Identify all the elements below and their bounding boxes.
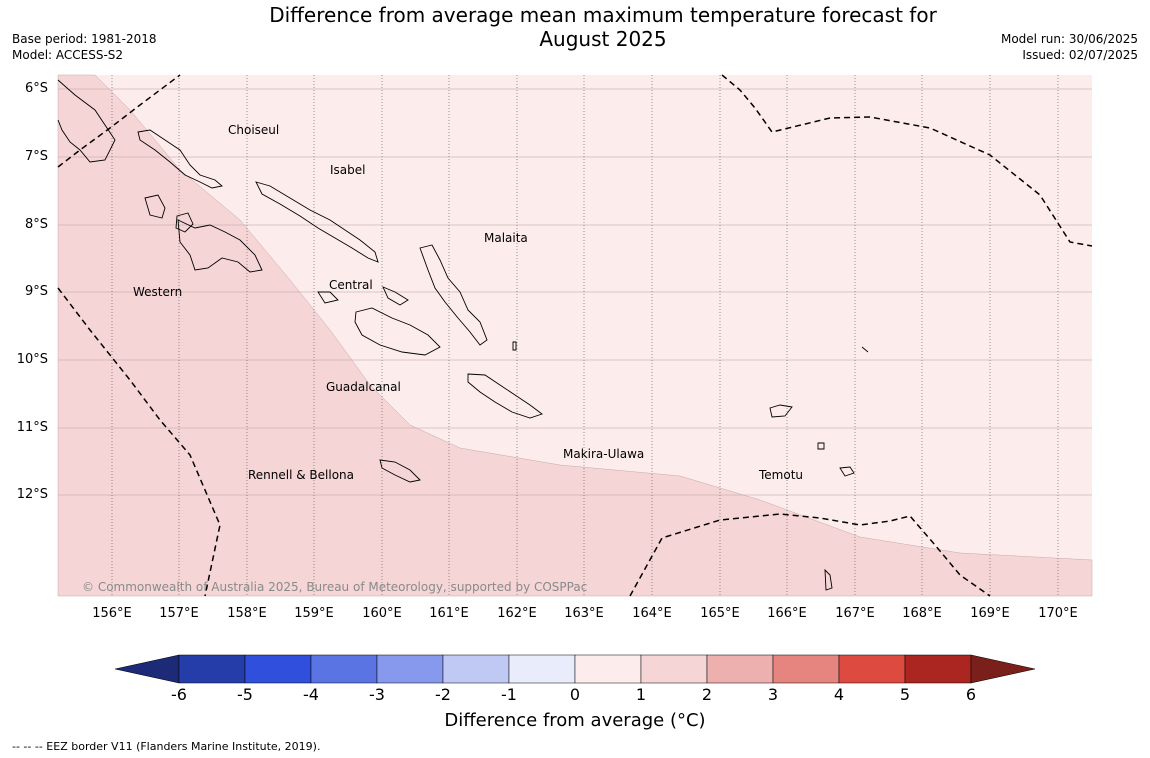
colorbar-tick: 0 — [569, 685, 581, 704]
anomaly-1-2-area — [57, 74, 1093, 597]
colorbar-tick: -1 — [501, 685, 517, 704]
region-label-makira-ulawa: Makira-Ulawa — [563, 447, 645, 461]
region-label-isabel: Isabel — [330, 163, 366, 177]
lon-label-158e: 158°E — [227, 606, 267, 621]
region-label-choiseul: Choiseul — [228, 123, 280, 137]
meta-right: Model run: 30/06/2025 Issued: 02/07/2025 — [1001, 31, 1138, 63]
lon-label-162e: 162°E — [497, 606, 537, 621]
lon-label-168e: 168°E — [902, 606, 942, 621]
title-line-2: August 2025 — [539, 27, 667, 51]
small-island-1 — [839, 466, 855, 477]
small-island-3 — [824, 568, 833, 591]
colorbar-tick: 6 — [965, 685, 977, 704]
lon-label-166e: 166°E — [767, 606, 807, 621]
chart-title: Difference from average mean maximum tem… — [240, 3, 966, 51]
colorbar-tick: -4 — [303, 685, 319, 704]
eez-note: -- -- -- EEZ border V11 (Flanders Marine… — [12, 740, 321, 753]
lon-label-161e: 161°E — [429, 606, 469, 621]
lat-label-6s: 6°S — [24, 81, 48, 96]
colorbar — [114, 654, 1036, 684]
colorbar-segment — [508, 654, 576, 684]
small-island-4 — [512, 341, 517, 351]
new-georgia-outline — [177, 219, 263, 273]
colorbar-segment — [442, 654, 510, 684]
kolombangara-outline — [175, 212, 194, 233]
colorbar-segment — [706, 654, 774, 684]
isabel-outline — [255, 181, 379, 263]
colorbar-tick: -2 — [435, 685, 451, 704]
lat-label-7s: 7°S — [24, 149, 48, 164]
colorbar-tick: -6 — [171, 685, 187, 704]
rennell-outline — [379, 459, 421, 483]
region-label-temotu: Temotu — [759, 468, 804, 482]
lon-label-159e: 159°E — [294, 606, 334, 621]
lat-label-12s: 12°S — [16, 487, 48, 502]
region-label-central: Central — [329, 278, 373, 292]
makira-outline — [467, 373, 543, 419]
colorbar-tick: 2 — [701, 685, 713, 704]
colorbar-segment — [904, 654, 972, 684]
florida-outline — [317, 291, 339, 304]
vella-outline — [144, 194, 166, 219]
lon-label-157e: 157°E — [159, 606, 199, 621]
colorbar-segment — [640, 654, 708, 684]
colorbar-segment — [376, 654, 444, 684]
lat-label-9s: 9°S — [24, 284, 48, 299]
colorbar-segment — [574, 654, 642, 684]
lon-label-170e: 170°E — [1038, 606, 1078, 621]
region-label-malaita: Malaita — [484, 231, 528, 245]
colorbar-tick: -3 — [369, 685, 385, 704]
bougainville-outline — [57, 79, 116, 163]
colorbar-tick: 3 — [767, 685, 779, 704]
lon-label-160e: 160°E — [362, 606, 402, 621]
region-label-western: Western — [133, 285, 183, 299]
eez-borders — [57, 74, 1093, 597]
lon-label-169e: 169°E — [970, 606, 1010, 621]
small-island-5 — [861, 346, 869, 353]
malaita-outline — [419, 244, 488, 346]
lon-label-163e: 163°E — [564, 606, 604, 621]
colorbar-under-triangle — [114, 654, 180, 684]
guadalcanal-outline — [354, 307, 441, 356]
model-run: Model run: 30/06/2025 — [1000, 32, 1138, 46]
issued-date: Issued: 02/07/2025 — [1022, 48, 1138, 62]
small-island-2 — [817, 442, 825, 450]
russell-outline — [382, 286, 409, 306]
model-name: Model: ACCESS-S2 — [12, 48, 124, 62]
lat-gridlines — [58, 88, 1092, 496]
colorbar-tick: 1 — [635, 685, 647, 704]
colorbar-tick: 4 — [833, 685, 845, 704]
colorbar-segment — [310, 654, 378, 684]
colorbar-segment — [178, 654, 246, 684]
choiseul-outline — [137, 129, 223, 189]
meta-left: Base period: 1981-2018 Model: ACCESS-S2 — [12, 31, 157, 63]
lon-label-167e: 167°E — [835, 606, 875, 621]
region-label-guadalcanal: Guadalcanal — [326, 380, 401, 394]
lon-label-164e: 164°E — [632, 606, 672, 621]
colorbar-segment — [838, 654, 906, 684]
title-line-1: Difference from average mean maximum tem… — [269, 3, 937, 27]
colorbar-label: Difference from average (°C) — [444, 710, 706, 731]
region-label-rennell-bellona: Rennell & Bellona — [248, 468, 355, 482]
colorbar-tick: 5 — [899, 685, 911, 704]
copyright-notice: © Commonwealth of Australia 2025, Bureau… — [82, 580, 588, 594]
islands — [57, 79, 869, 591]
colorbar-over-triangle — [970, 654, 1036, 684]
colorbar-segment — [244, 654, 312, 684]
lon-label-165e: 165°E — [700, 606, 740, 621]
lat-label-11s: 11°S — [16, 420, 48, 435]
lon-label-156e: 156°E — [92, 606, 132, 621]
colorbar-tick: -5 — [237, 685, 253, 704]
santa-cruz-outline — [769, 404, 793, 418]
lat-label-8s: 8°S — [24, 217, 48, 232]
colorbar-segment — [772, 654, 840, 684]
lat-label-10s: 10°S — [16, 352, 48, 367]
base-period: Base period: 1981-2018 — [12, 32, 157, 46]
